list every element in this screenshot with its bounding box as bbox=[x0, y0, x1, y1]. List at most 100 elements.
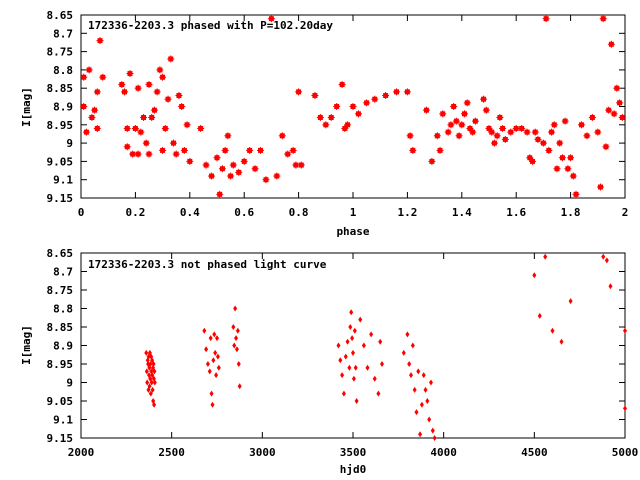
phased-data-point bbox=[126, 70, 134, 78]
phased-data-point bbox=[96, 37, 104, 45]
phased-data-point bbox=[80, 103, 88, 110]
unphased-panel: 8.65 8.7 8.75 8.8 8.85 8.9 8.95 9 9.05 9.1 9.15 20… bbox=[20, 247, 638, 476]
phased-data-point bbox=[594, 128, 602, 136]
phased-y-tick-label: 9.15 bbox=[47, 192, 74, 205]
phased-data-point bbox=[610, 110, 618, 118]
unphased-data-point bbox=[340, 372, 345, 379]
unphased-x-tick-label: 2500 bbox=[158, 446, 185, 459]
unphased-data-point bbox=[427, 416, 432, 423]
unphased-x-tick-label: 2000 bbox=[68, 446, 95, 459]
phased-data-point bbox=[613, 84, 621, 92]
phased-data-point bbox=[607, 40, 615, 48]
unphased-data-point bbox=[215, 353, 220, 360]
unphased-data-point bbox=[369, 331, 374, 338]
phased-data-point bbox=[558, 154, 566, 162]
unphased-data-point bbox=[145, 379, 150, 386]
unphased-y-tick-label: 8.8 bbox=[53, 303, 73, 316]
phased-data-point bbox=[406, 132, 414, 140]
phased-data-point bbox=[583, 132, 591, 140]
phased-data-point bbox=[278, 132, 286, 140]
phased-data-point bbox=[450, 103, 458, 110]
phased-data-point bbox=[447, 121, 455, 129]
phased-y-tick-label: 8.9 bbox=[53, 101, 73, 114]
unphased-data-point bbox=[358, 316, 363, 323]
unphased-data-point bbox=[550, 327, 555, 334]
phased-data-point bbox=[469, 128, 477, 136]
unphased-data-point bbox=[409, 372, 414, 379]
unphased-data-point bbox=[341, 390, 346, 397]
phased-data-point bbox=[605, 106, 613, 114]
phased-data-point bbox=[327, 113, 335, 121]
unphased-data-point bbox=[233, 305, 238, 312]
phased-data-point bbox=[322, 121, 330, 129]
unphased-data-point bbox=[215, 335, 219, 342]
unphased-y-tick-label: 9.1 bbox=[53, 414, 73, 427]
unphased-data-point bbox=[419, 401, 424, 408]
phased-data-point bbox=[531, 128, 539, 136]
unphased-data-point bbox=[401, 349, 406, 356]
phased-y-tick-label: 8.95 bbox=[47, 119, 74, 132]
unphased-data-point bbox=[149, 379, 154, 386]
unphased-data-point bbox=[354, 398, 359, 404]
unphased-data-point bbox=[150, 372, 155, 379]
unphased-data-point bbox=[204, 346, 209, 353]
unphased-data-point bbox=[150, 386, 155, 393]
unphased-data-point bbox=[348, 324, 353, 330]
phased-data-point bbox=[523, 128, 531, 136]
unphased-data-point bbox=[151, 361, 156, 367]
phased-data-point bbox=[140, 113, 148, 121]
unphased-data-point bbox=[428, 379, 433, 386]
unphased-data-points bbox=[144, 253, 627, 441]
unphased-data-point bbox=[338, 357, 343, 364]
phased-data-point bbox=[572, 190, 580, 198]
phased-x-tick-label: 1.6 bbox=[506, 206, 526, 219]
phased-x-tick-label: 1 bbox=[350, 206, 357, 219]
unphased-data-point bbox=[623, 327, 627, 334]
unphased-data-point bbox=[349, 309, 354, 316]
unphased-y-tick-label: 8.7 bbox=[53, 266, 73, 279]
unphased-data-point bbox=[543, 253, 548, 260]
phased-data-point bbox=[85, 66, 93, 74]
phased-data-point bbox=[175, 92, 183, 100]
unphased-y-tick-label: 9.05 bbox=[47, 395, 74, 408]
phased-data-point bbox=[561, 117, 569, 125]
unphased-y-tick-label: 8.75 bbox=[47, 284, 74, 297]
unphased-data-point bbox=[144, 368, 149, 375]
unphased-data-point bbox=[345, 338, 350, 345]
unphased-y-tick-label: 8.65 bbox=[47, 247, 74, 260]
phased-data-point bbox=[137, 128, 145, 136]
unphased-data-point bbox=[365, 364, 370, 371]
unphased-x-tick-label: 4000 bbox=[430, 446, 457, 459]
unphased-data-point bbox=[432, 435, 437, 441]
unphased-data-point bbox=[234, 346, 239, 353]
unphased-data-point bbox=[372, 375, 377, 382]
unphased-data-point bbox=[608, 283, 613, 290]
phased-data-point bbox=[550, 121, 558, 129]
phased-data-point bbox=[599, 15, 607, 23]
phased-data-point bbox=[409, 146, 417, 154]
unphased-data-point bbox=[623, 405, 627, 412]
phased-data-point bbox=[569, 172, 577, 180]
unphased-data-point bbox=[152, 379, 157, 386]
unphased-plot-title: 172336-2203.3 not phased light curve bbox=[88, 258, 327, 271]
phased-data-point bbox=[240, 157, 248, 165]
unphased-data-point bbox=[414, 409, 419, 416]
phased-data-point bbox=[284, 150, 292, 158]
phased-data-point bbox=[482, 106, 490, 114]
phased-data-point bbox=[577, 121, 585, 129]
phased-data-point bbox=[542, 15, 550, 23]
phased-x-tick-label: 0.2 bbox=[125, 206, 145, 219]
phased-data-point bbox=[588, 113, 596, 121]
unphased-data-point bbox=[216, 364, 221, 371]
phased-data-point bbox=[216, 190, 224, 198]
unphased-data-point bbox=[350, 335, 355, 342]
phased-data-point bbox=[134, 150, 142, 158]
phased-data-point bbox=[167, 55, 175, 63]
unphased-data-point bbox=[378, 338, 383, 345]
unphased-data-point bbox=[416, 368, 421, 375]
phased-y-tick-label: 8.85 bbox=[47, 82, 74, 95]
unphased-data-point bbox=[430, 427, 435, 434]
unphased-x-ticks: 2000 2500 3000 3500 4000 4500 5000 bbox=[68, 253, 638, 459]
phased-data-point bbox=[295, 88, 303, 96]
phased-x-tick-label: 0 bbox=[78, 206, 85, 219]
